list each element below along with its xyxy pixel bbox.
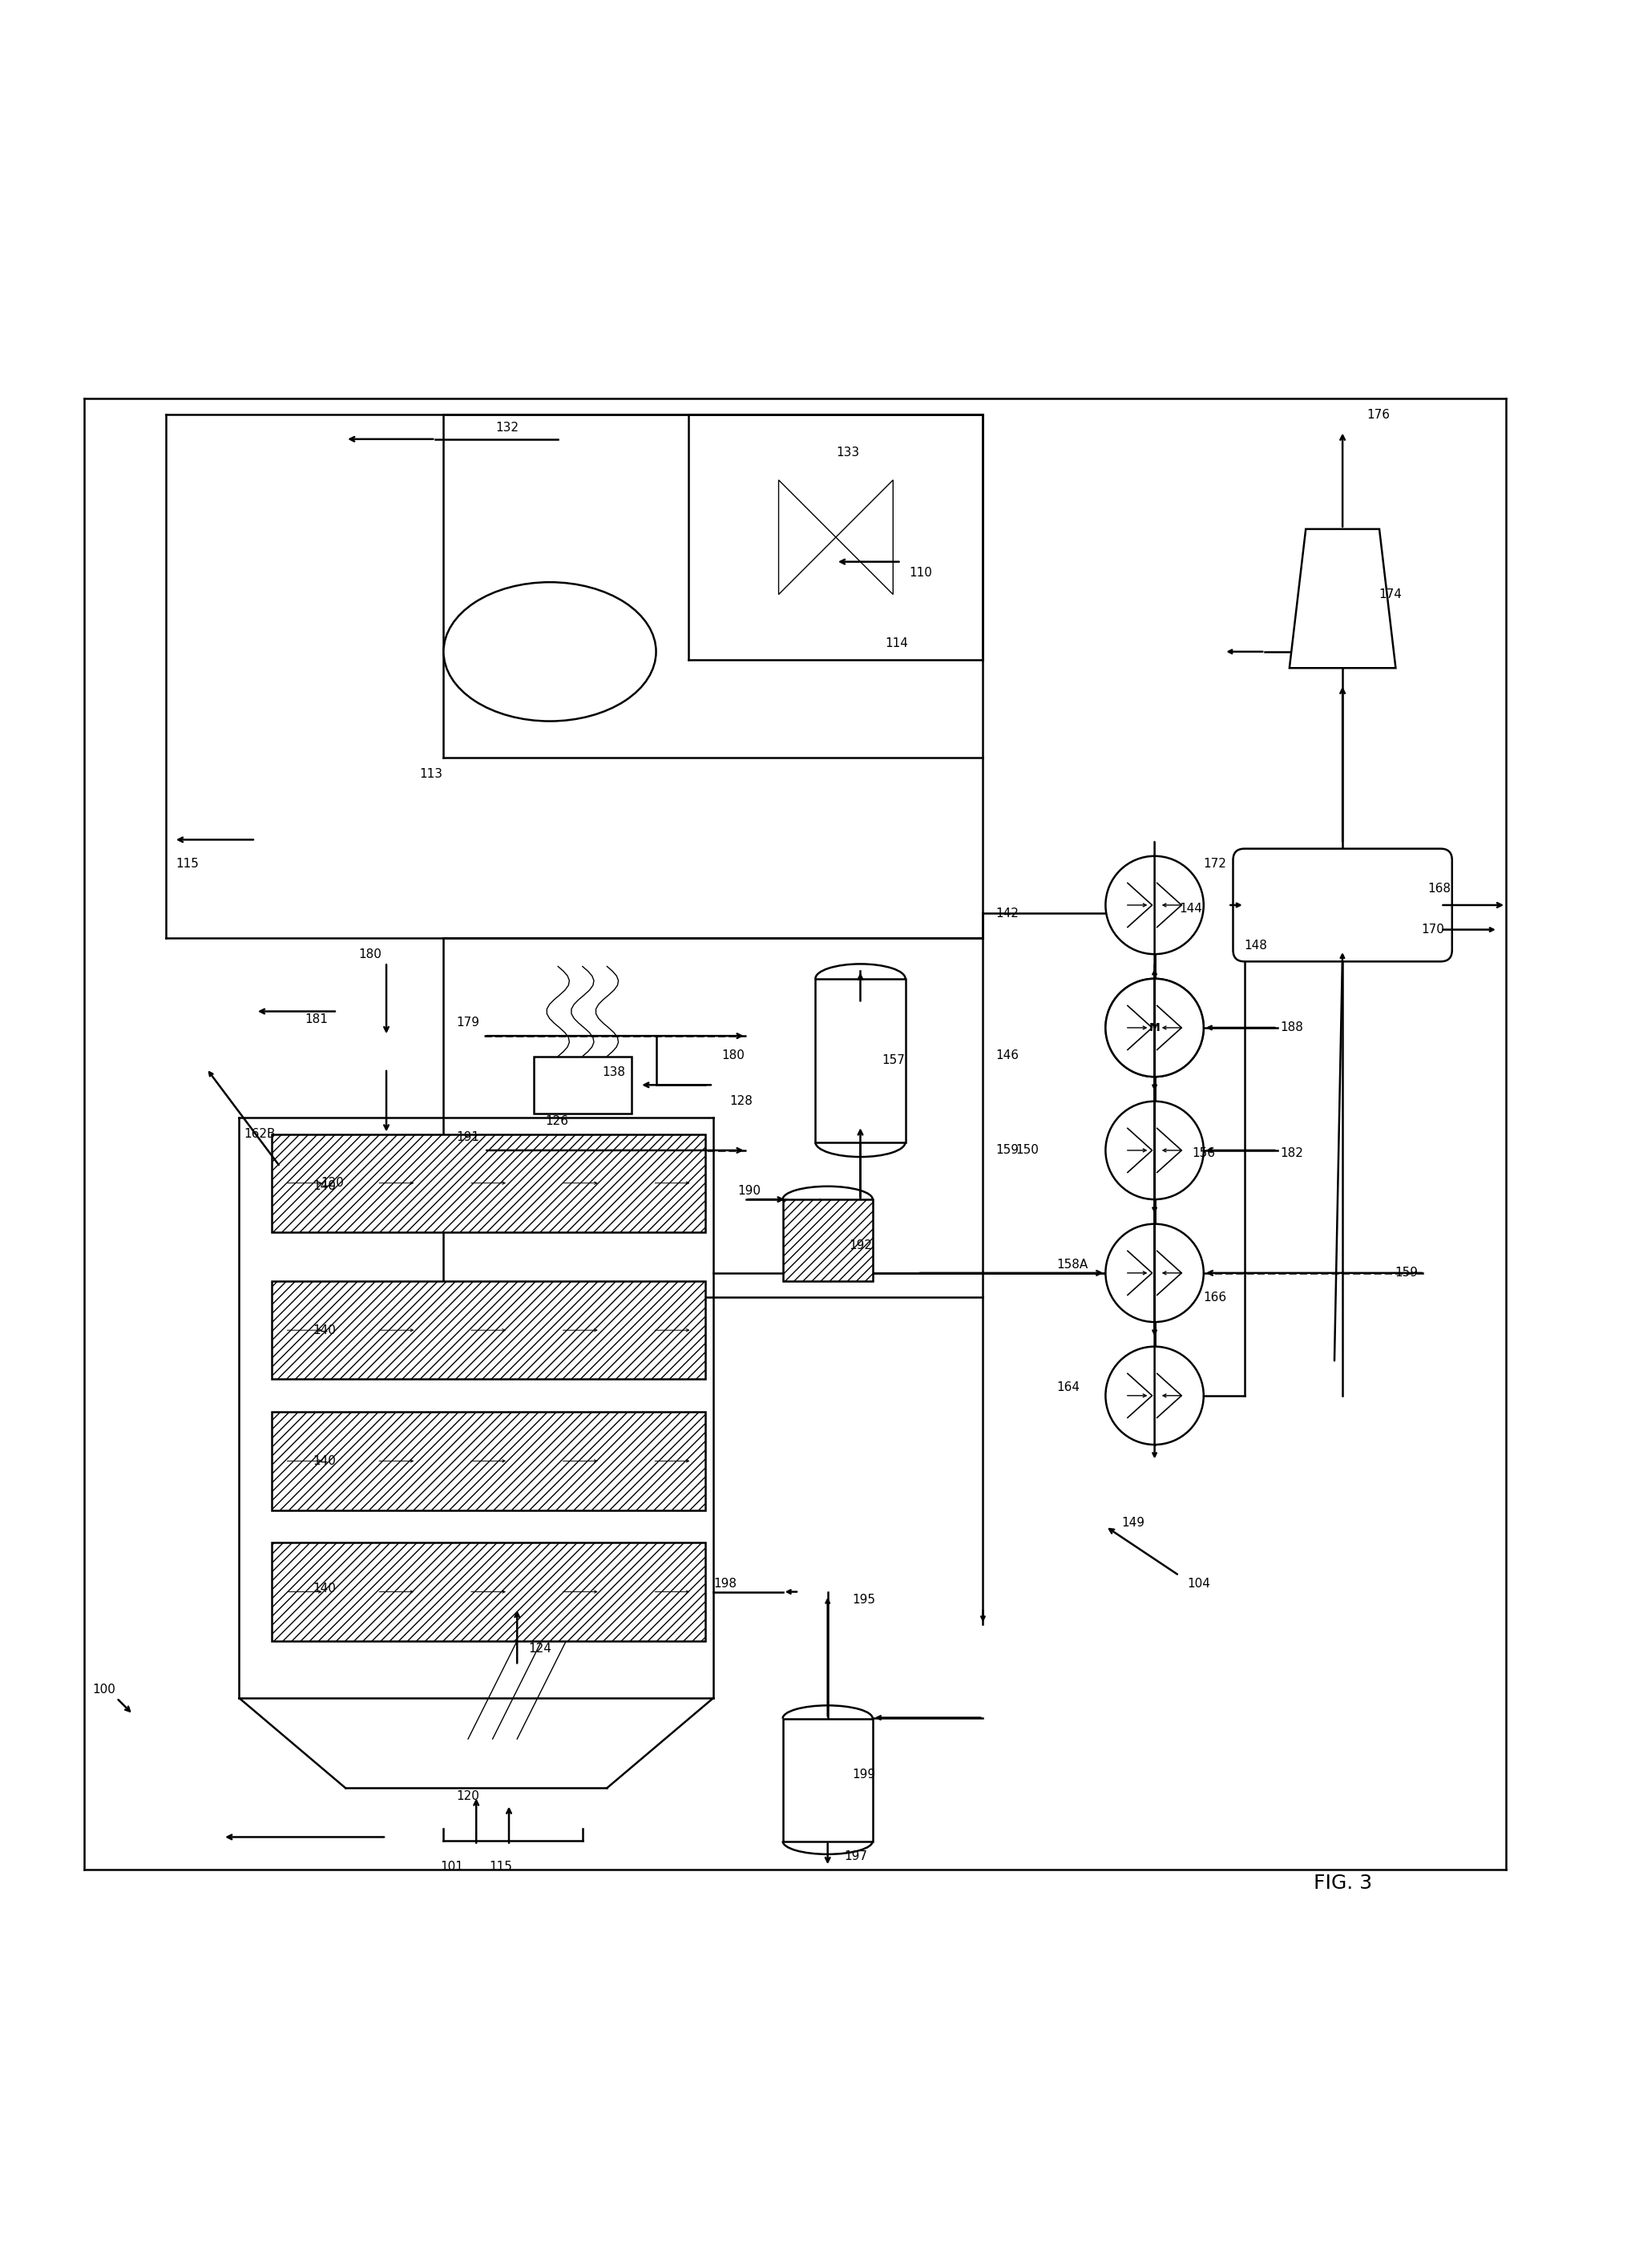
Text: 144: 144 <box>1178 903 1203 914</box>
Text: 120: 120 <box>321 1177 344 1188</box>
Bar <box>272 1413 705 1510</box>
Text: 198: 198 <box>713 1579 736 1590</box>
Text: 197: 197 <box>844 1851 867 1862</box>
Text: 192: 192 <box>849 1238 872 1252</box>
Text: 157: 157 <box>882 1055 905 1066</box>
Bar <box>533 1057 631 1114</box>
Circle shape <box>1106 1225 1203 1322</box>
Bar <box>783 1200 872 1281</box>
Text: 162B: 162B <box>244 1127 275 1141</box>
Circle shape <box>1106 1347 1203 1445</box>
Text: 172: 172 <box>1203 857 1226 871</box>
Text: 140: 140 <box>313 1325 336 1336</box>
Circle shape <box>1106 1102 1203 1200</box>
Text: 146: 146 <box>997 1050 1019 1061</box>
Circle shape <box>1106 855 1203 955</box>
Text: 180: 180 <box>721 1050 744 1061</box>
Text: 101: 101 <box>441 1860 464 1873</box>
Polygon shape <box>1290 528 1396 669</box>
Text: 120: 120 <box>457 1789 480 1803</box>
Text: 133: 133 <box>836 447 859 458</box>
Text: 168: 168 <box>1428 882 1451 896</box>
Text: 140: 140 <box>313 1179 336 1193</box>
Text: 170: 170 <box>1421 923 1444 937</box>
Text: 104: 104 <box>1187 1579 1211 1590</box>
Bar <box>816 980 905 1143</box>
Text: 142: 142 <box>997 907 1019 919</box>
Text: 191: 191 <box>457 1132 480 1143</box>
Circle shape <box>1106 980 1203 1077</box>
Text: 166: 166 <box>1203 1290 1228 1304</box>
Bar <box>272 1281 705 1379</box>
Text: 156: 156 <box>1192 1148 1216 1159</box>
Ellipse shape <box>444 583 656 721</box>
Text: 179: 179 <box>457 1016 480 1030</box>
Text: 132: 132 <box>497 422 520 433</box>
FancyBboxPatch shape <box>1233 848 1452 962</box>
Text: FIG. 3: FIG. 3 <box>1313 1873 1372 1892</box>
Text: 110: 110 <box>910 567 933 578</box>
Text: 181: 181 <box>305 1014 328 1025</box>
Text: 182: 182 <box>1280 1148 1303 1159</box>
Text: 115: 115 <box>490 1860 513 1873</box>
Text: 140: 140 <box>313 1456 336 1467</box>
Text: M: M <box>1149 1023 1160 1034</box>
Text: 174: 174 <box>1378 587 1401 601</box>
Text: 176: 176 <box>1367 408 1390 420</box>
Text: 199: 199 <box>852 1769 875 1780</box>
Text: 138: 138 <box>602 1066 626 1077</box>
Circle shape <box>1106 980 1203 1077</box>
Text: 159: 159 <box>1395 1268 1418 1279</box>
Text: 148: 148 <box>1244 939 1267 953</box>
Text: 140: 140 <box>313 1583 336 1594</box>
Text: 113: 113 <box>420 769 443 780</box>
Text: 158A: 158A <box>1057 1259 1088 1270</box>
Text: 114: 114 <box>885 637 908 649</box>
Text: 126: 126 <box>544 1116 569 1127</box>
Text: 190: 190 <box>738 1186 760 1198</box>
Text: 128: 128 <box>729 1095 752 1107</box>
Text: 115: 115 <box>175 857 198 871</box>
Text: 188: 188 <box>1280 1021 1303 1034</box>
Bar <box>783 1719 872 1842</box>
Text: 180: 180 <box>359 948 382 959</box>
Text: 159: 159 <box>997 1145 1019 1157</box>
Bar <box>272 1542 705 1640</box>
Text: 150: 150 <box>1016 1145 1039 1157</box>
Text: 149: 149 <box>1121 1517 1146 1529</box>
Text: 124: 124 <box>528 1642 552 1656</box>
Text: 164: 164 <box>1057 1381 1080 1393</box>
Bar <box>272 1134 705 1232</box>
Bar <box>272 1281 705 1379</box>
Bar <box>783 1200 872 1281</box>
Bar <box>272 1413 705 1510</box>
Text: 100: 100 <box>92 1683 115 1696</box>
Text: 195: 195 <box>852 1594 875 1606</box>
Bar <box>272 1134 705 1232</box>
Bar <box>272 1542 705 1640</box>
